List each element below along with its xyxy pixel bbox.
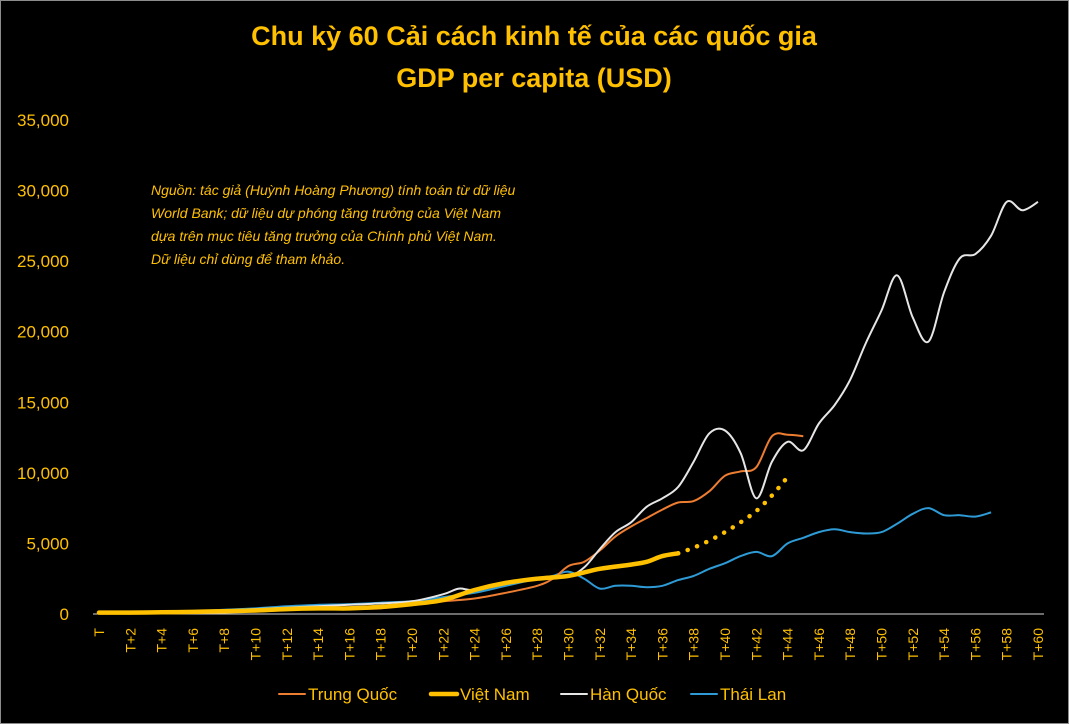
x-tick-label: T+30 (561, 628, 577, 661)
x-tick-label: T+20 (404, 628, 420, 661)
source-note-line: dựa trên mục tiêu tăng trưởng của Chính … (151, 228, 497, 244)
legend-label: Hàn Quốc (590, 685, 667, 704)
x-tick-label: T+14 (310, 628, 326, 661)
y-tick-label: 35,000 (17, 111, 69, 130)
x-tick-label: T+50 (874, 628, 890, 661)
x-tick-label: T+32 (592, 628, 608, 661)
x-tick-label: T+60 (1030, 628, 1046, 661)
x-tick-label: T+56 (967, 628, 983, 661)
x-tick-label: T+6 (185, 628, 201, 653)
x-tick-label: T+38 (686, 628, 702, 661)
legend: Trung Quốc Việt Nam Hàn Quốc Thái Lan (278, 685, 786, 704)
x-tick-label: T+10 (248, 628, 264, 661)
y-tick-label: 5,000 (26, 534, 69, 553)
x-tick-label: T+2 (122, 628, 138, 653)
x-axis: T T+2 T+4 T+6 T+8 T+10 T+12 T+14 T+16 T+18 T+20 T+2… (91, 613, 1046, 661)
x-tick-label: T+48 (842, 628, 858, 661)
x-tick-label: T+44 (780, 628, 796, 661)
x-tick-label: T+26 (498, 628, 514, 661)
legend-label: Việt Nam (460, 685, 530, 704)
x-tick-label: T+52 (905, 628, 921, 661)
x-tick-label: T (91, 628, 107, 637)
source-note-line: Nguồn: tác giả (Huỳnh Hoàng Phương) tính… (151, 182, 516, 198)
y-axis: 0 5,000 10,000 15,000 20,000 25,000 30,000 35,0… (17, 111, 69, 624)
x-tick-label: T+58 (999, 628, 1015, 661)
legend-label: Trung Quốc (308, 685, 398, 704)
legend-label: Thái Lan (720, 685, 786, 704)
x-tick-label: T+4 (154, 628, 170, 653)
source-note-line: Dữ liệu chỉ dùng để tham khảo. (151, 251, 345, 267)
x-tick-label: T+24 (467, 628, 483, 661)
y-tick-label: 25,000 (17, 252, 69, 271)
series-line-trung-qu-c (98, 432, 804, 613)
y-tick-label: 15,000 (17, 393, 69, 412)
chart-title-line-1: Chu kỳ 60 Cải cách kinh tế của các quốc … (251, 21, 818, 51)
series-line-vi-t-nam (96, 551, 681, 615)
series-line-vi-t-nam-d-ph-ng- (675, 474, 790, 556)
x-tick-label: T+40 (717, 628, 733, 661)
series-line-th-i-lan (98, 507, 992, 614)
x-tick-label: T+8 (216, 628, 232, 653)
y-tick-label: 0 (60, 605, 69, 624)
y-tick-label: 10,000 (17, 464, 69, 483)
x-tick-label: T+34 (623, 628, 639, 661)
y-tick-label: 20,000 (17, 323, 69, 342)
x-tick-label: T+18 (373, 628, 389, 661)
x-tick-label: T+16 (341, 628, 357, 661)
source-note: Nguồn: tác giả (Huỳnh Hoàng Phương) tính… (151, 182, 516, 267)
x-tick-label: T+36 (654, 628, 670, 661)
x-tick-label: T+28 (529, 628, 545, 661)
series-line-h-n-qu-c (99, 200, 1039, 613)
x-tick-label: T+22 (435, 628, 451, 661)
series-lines (96, 200, 1039, 615)
source-note-line: World Bank; dữ liệu dự phóng tăng trưởng… (151, 205, 501, 221)
x-tick-label: T+42 (748, 628, 764, 661)
y-tick-label: 30,000 (17, 182, 69, 201)
x-tick-label: T+46 (811, 628, 827, 661)
x-tick-label: T+12 (279, 628, 295, 661)
x-tick-label: T+54 (936, 628, 952, 661)
chart-title-line-2: GDP per capita (USD) (396, 63, 672, 93)
